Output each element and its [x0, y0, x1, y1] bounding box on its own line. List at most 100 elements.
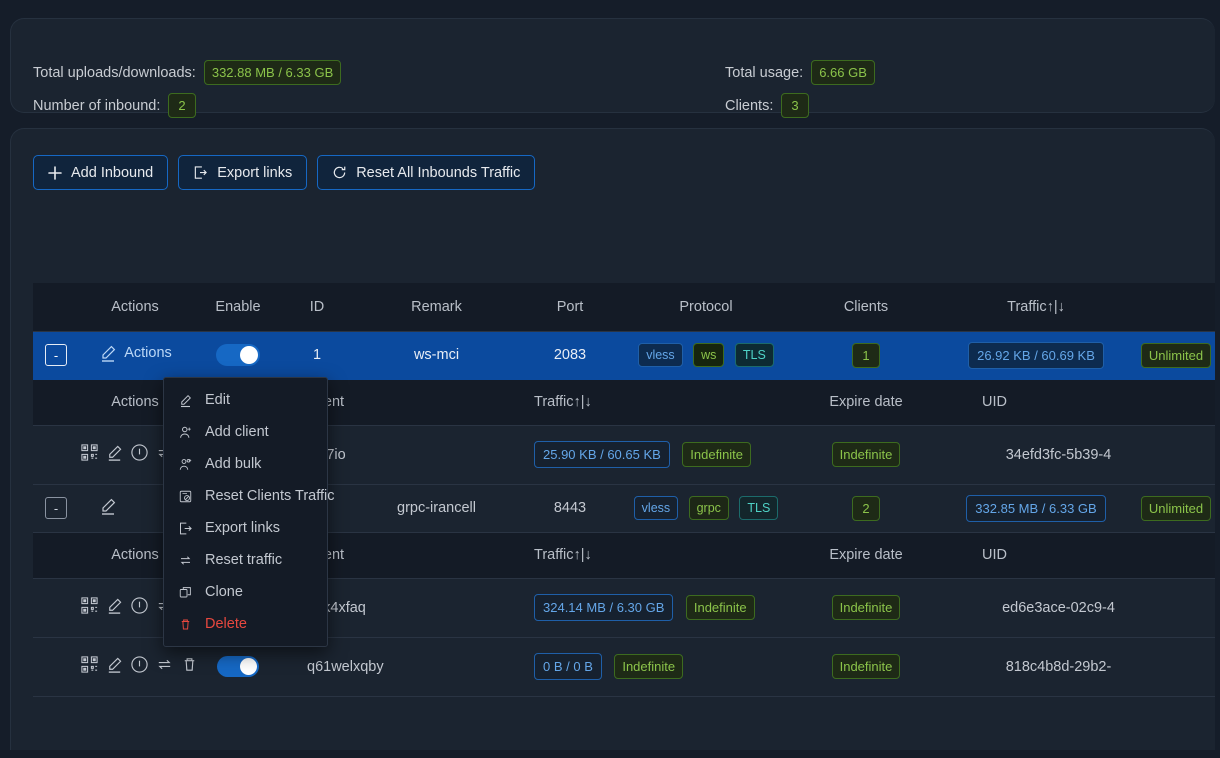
client-traffic-badge: 0 B / 0 B — [534, 653, 602, 680]
add-inbound-label: Add Inbound — [71, 164, 154, 181]
summary-stats-panel: Total uploads/downloads: 332.88 MB / 6.3… — [10, 18, 1215, 118]
client-expire-cell: Indefinite — [796, 425, 936, 485]
menu-item-reset-clients-traffic[interactable]: Reset Clients Traffic — [164, 480, 334, 512]
menu-item-label: Delete — [205, 616, 247, 632]
inbound-row[interactable]: - Actions 2 grpc-irancell 8443 — [33, 484, 1215, 533]
inbound-actions-context-menu[interactable]: Edit Add client Add bulk — [163, 377, 334, 647]
info-icon[interactable] — [130, 655, 149, 674]
stat-label: Number of inbound: — [33, 97, 161, 114]
info-icon[interactable] — [130, 443, 149, 462]
client-uid: 818c4b8d-29b2- — [936, 637, 1136, 697]
header-port: Port — [524, 283, 616, 332]
export-icon — [178, 521, 193, 536]
inbound-protocol-cell: vless ws TLS — [616, 331, 796, 380]
inbound-clients-cell: 1 — [796, 331, 936, 380]
stat-label: Total usage: — [725, 64, 804, 81]
pencil-icon[interactable] — [105, 655, 124, 674]
client-spacer — [33, 578, 79, 638]
client-spacer — [33, 637, 79, 697]
row-collapse-toggle[interactable]: - — [45, 344, 67, 366]
export-links-button[interactable]: Export links — [178, 155, 308, 190]
client-traffic-cell: 324.14 MB / 6.30 GB Indefinite — [524, 578, 796, 638]
client-header-uid: UID — [936, 379, 1136, 426]
menu-item-delete[interactable]: Delete — [164, 608, 327, 640]
export-links-label: Export links — [217, 164, 293, 181]
client-expire-cell: Indefinite — [796, 637, 936, 697]
security-tag: TLS — [739, 495, 779, 521]
header-id: ID — [285, 283, 349, 332]
menu-item-clone[interactable]: Clone — [164, 576, 327, 608]
inbound-enable-toggle[interactable] — [216, 344, 260, 366]
inbound-actions-trigger[interactable]: Actions — [98, 343, 172, 363]
menu-item-label: Edit — [205, 392, 230, 408]
protocol-tag: vless — [638, 342, 683, 368]
toggle-knob — [240, 346, 258, 364]
menu-item-add-bulk[interactable]: Add bulk — [164, 448, 327, 480]
client-traffic-badge: 25.90 KB / 60.65 KB — [534, 441, 670, 468]
inbound-actions-label: Actions — [124, 344, 172, 361]
client-traffic-limit-badge: Indefinite — [614, 654, 684, 679]
client-header-spacer-right — [1136, 532, 1215, 579]
traffic-badge: 26.92 KB / 60.69 KB — [968, 341, 1104, 369]
inbound-limit-cell: Unlimited — [1136, 484, 1215, 533]
pencil-icon[interactable] — [98, 496, 118, 516]
header-clients: Clients — [796, 283, 936, 332]
traffic-limit-badge: Unlimited — [1140, 495, 1212, 521]
menu-item-add-client[interactable]: Add client — [164, 416, 327, 448]
client-header-traffic: Traffic↑|↓ — [524, 532, 796, 579]
header-spacer-right — [1136, 283, 1215, 332]
menu-item-label: Reset Clients Traffic — [205, 488, 335, 504]
reset-all-inbounds-traffic-button[interactable]: Reset All Inbounds Traffic — [317, 155, 536, 190]
client-header-traffic: Traffic↑|↓ — [524, 379, 796, 426]
client-header-expire: Expire date — [796, 379, 936, 426]
qrcode-icon[interactable] — [80, 443, 99, 462]
clients-count-badge: 1 — [852, 342, 880, 368]
client-expire-badge: Indefinite — [831, 442, 901, 467]
client-spacer-right — [1136, 578, 1215, 638]
menu-item-label: Add bulk — [205, 456, 262, 472]
client-traffic-limit-badge: Indefinite — [685, 595, 755, 620]
pencil-icon[interactable] — [105, 443, 124, 462]
inbound-protocol-cell: vless grpc TLS — [616, 484, 796, 533]
client-traffic-cell: 25.90 KB / 60.65 KB Indefinite — [524, 425, 796, 485]
client-header-spacer — [33, 379, 79, 426]
row-expander-cell: - — [33, 484, 79, 533]
stat-total-uploads-downloads: Total uploads/downloads: 332.88 MB / 6.3… — [33, 60, 342, 85]
header-actions: Actions — [79, 283, 191, 332]
client-row[interactable]: q61welxqby 0 B / 0 B Indefinite Indefini… — [33, 637, 1215, 697]
client-enable-toggle[interactable] — [217, 656, 259, 677]
inbound-row[interactable]: - Actions 1 ws-mci — [33, 331, 1215, 380]
menu-item-export-links[interactable]: Export links — [164, 512, 327, 544]
refresh-icon — [332, 165, 347, 180]
info-icon[interactable] — [130, 596, 149, 615]
client-expire-badge: Indefinite — [831, 654, 901, 679]
row-enable-cell — [191, 331, 285, 380]
clients-count-badge: 2 — [852, 495, 880, 521]
users-add-icon — [178, 457, 193, 472]
inbound-traffic-cell: 26.92 KB / 60.69 KB — [936, 331, 1136, 380]
inbound-id: 1 — [285, 331, 349, 380]
menu-item-label: Add client — [205, 424, 269, 440]
qrcode-icon[interactable] — [80, 655, 99, 674]
client-spacer-right — [1136, 637, 1215, 697]
add-inbound-button[interactable]: Add Inbound — [33, 155, 169, 190]
reset-icon[interactable] — [155, 655, 174, 674]
stat-value-badge: 2 — [168, 93, 196, 118]
pencil-icon[interactable] — [105, 596, 124, 615]
network-tag: grpc — [688, 495, 729, 521]
export-icon — [193, 165, 208, 180]
reset-all-label: Reset All Inbounds Traffic — [356, 164, 521, 181]
menu-item-edit[interactable]: Edit — [164, 384, 327, 416]
menu-item-reset-traffic[interactable]: Reset traffic — [164, 544, 327, 576]
row-collapse-toggle[interactable]: - — [45, 497, 67, 519]
inbound-limit-cell: Unlimited — [1136, 331, 1215, 380]
inbound-actions-trigger[interactable]: Actions — [98, 496, 172, 516]
inbound-traffic-cell: 332.85 MB / 6.33 GB — [936, 484, 1136, 533]
row-expander-cell: - — [33, 331, 79, 380]
trash-icon[interactable] — [180, 655, 199, 674]
inbound-port: 2083 — [524, 331, 616, 380]
client-spacer — [33, 425, 79, 485]
pencil-icon[interactable] — [98, 343, 118, 363]
menu-item-label: Export links — [205, 520, 280, 536]
qrcode-icon[interactable] — [80, 596, 99, 615]
